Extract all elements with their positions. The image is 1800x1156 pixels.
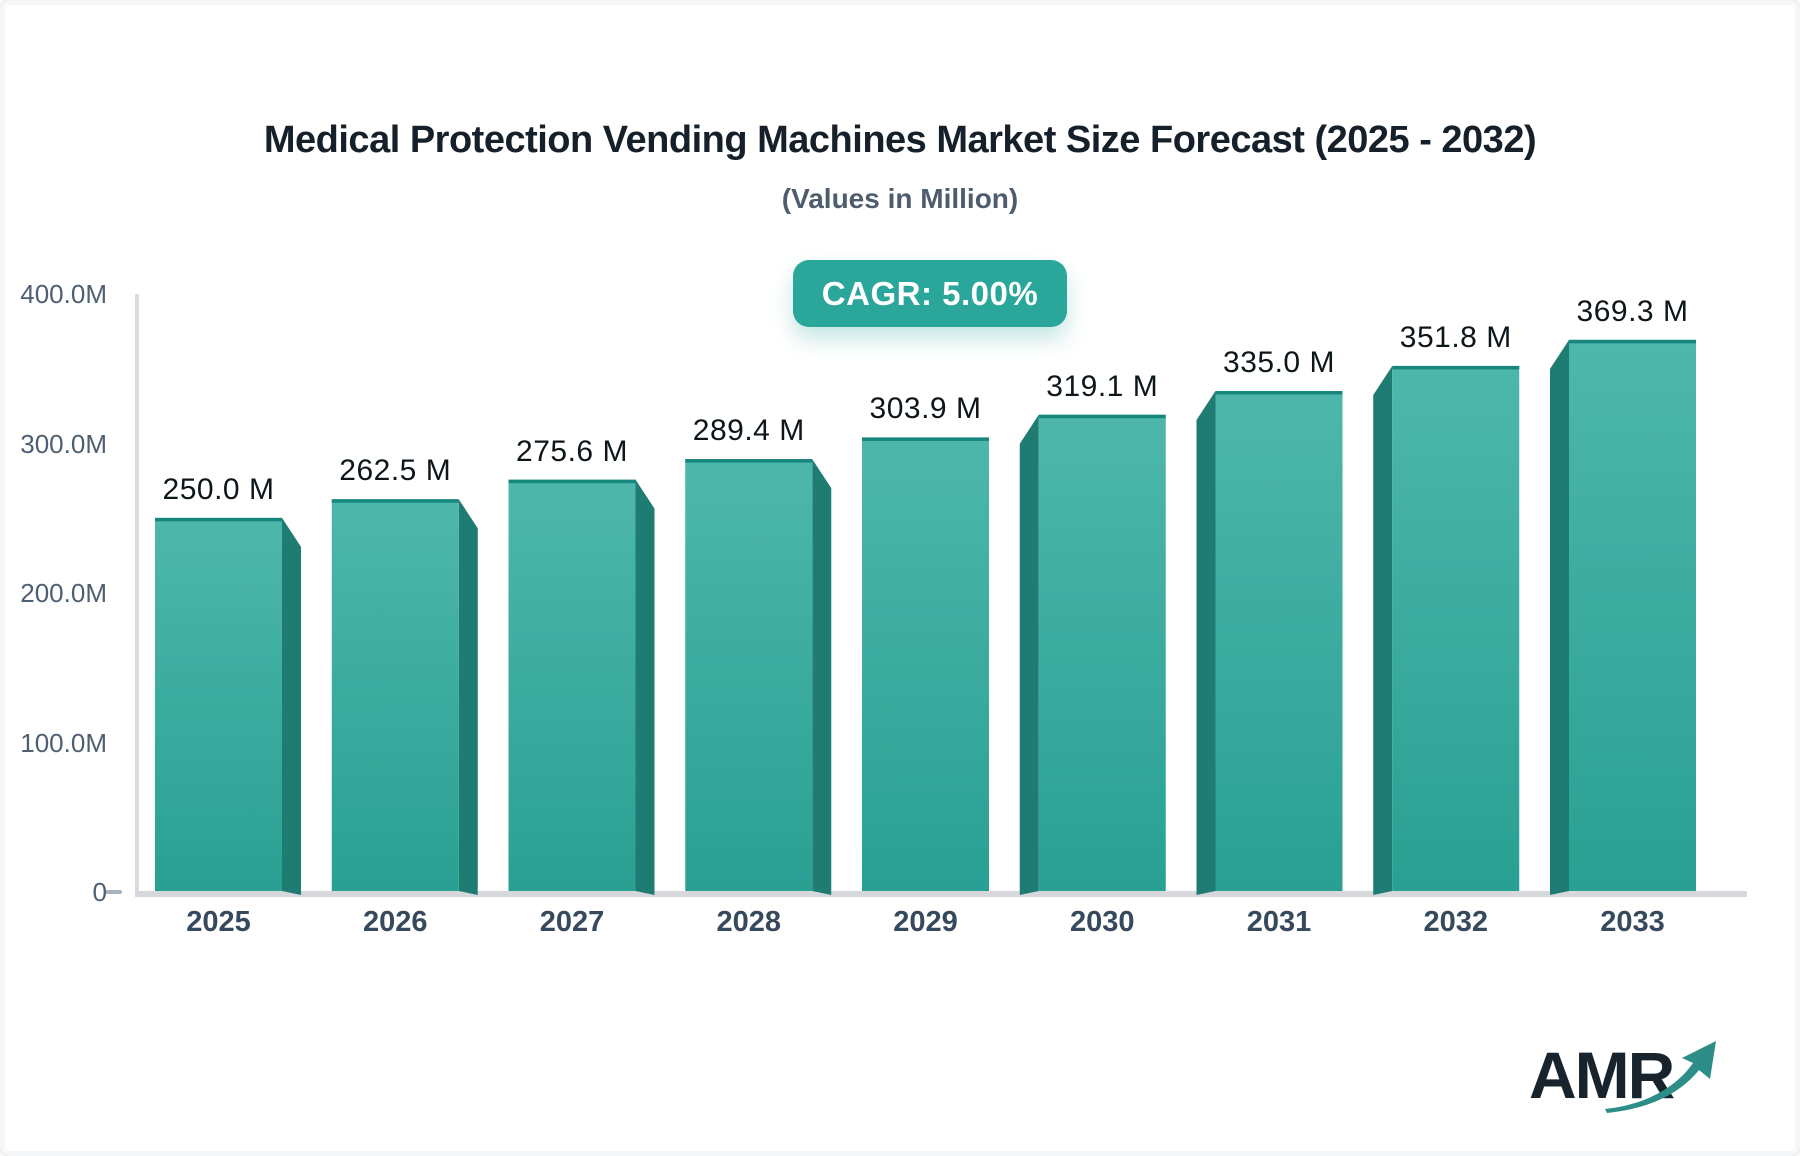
cagr-badge: CAGR: 5.00% xyxy=(793,260,1067,327)
bar-front-face xyxy=(1569,339,1696,891)
amr-logo: AMR xyxy=(1529,1031,1729,1141)
bar-front-face xyxy=(331,499,459,891)
bar-top-edge xyxy=(155,517,282,522)
y-tick-label: 400.0M xyxy=(20,279,107,309)
bar-side-face xyxy=(1550,339,1569,895)
bar-front-face xyxy=(862,437,989,891)
bar-side-face xyxy=(635,479,655,895)
bar-top-edge xyxy=(685,459,813,463)
bar-value-label: 351.8 M xyxy=(1399,320,1512,354)
bar-2031 xyxy=(1196,391,1343,895)
x-tick-label: 2029 xyxy=(893,906,958,938)
bar-2025 xyxy=(155,517,301,895)
bar-value-label: 275.6 M xyxy=(516,434,628,468)
bar-front-face xyxy=(685,459,813,891)
bar-2033 xyxy=(1550,339,1696,895)
amr-logo-arrow-icon xyxy=(1605,1041,1716,1113)
x-tick-label: 2032 xyxy=(1423,906,1488,938)
x-tick-label: 2027 xyxy=(539,906,605,938)
bar-top-edge xyxy=(1569,339,1696,344)
bar-2027 xyxy=(508,479,655,895)
bar-value-label: 262.5 M xyxy=(339,454,452,488)
bar-2032 xyxy=(1373,365,1520,896)
bars xyxy=(155,339,1696,896)
bar-side-face xyxy=(1373,365,1393,896)
cagr-badge-label: CAGR: 5.00% xyxy=(821,274,1039,312)
bar-2029 xyxy=(862,437,989,891)
bar-front-face xyxy=(1215,391,1343,891)
zero-tick-mark xyxy=(105,890,122,894)
bar-side-face xyxy=(458,499,478,895)
bar-value-label: 335.0 M xyxy=(1223,346,1335,379)
bar-top-edge xyxy=(508,479,636,484)
bar-2030 xyxy=(1019,414,1166,895)
bar-top-edge xyxy=(1392,365,1520,370)
bar-value-label: 250.0 M xyxy=(162,472,275,506)
bar-2028 xyxy=(685,459,832,895)
bar-top-edge xyxy=(862,437,989,441)
y-tick-label: 0 xyxy=(92,877,107,907)
x-tick-label: 2028 xyxy=(716,906,781,938)
y-tick-label: 200.0M xyxy=(20,578,107,608)
chart-subtitle: (Values in Million) xyxy=(781,183,1019,214)
bars-canvas xyxy=(155,339,1696,896)
x-tick-label: 2031 xyxy=(1246,906,1312,938)
bar-top-edge xyxy=(1215,391,1343,395)
bar-value-label: 289.4 M xyxy=(692,414,805,448)
y-tick-label: 300.0M xyxy=(20,428,107,459)
bar-value-label: 303.9 M xyxy=(869,392,982,426)
y-tick-label: 100.0M xyxy=(20,727,107,758)
bar-top-edge xyxy=(1038,414,1166,419)
bar-side-face xyxy=(282,517,301,895)
bar-value-label: 319.1 M xyxy=(1046,369,1159,403)
bar-side-face xyxy=(812,459,832,895)
x-tick-label: 2033 xyxy=(1600,906,1665,938)
bar-side-face xyxy=(1019,414,1039,895)
x-tick-label: 2025 xyxy=(186,906,251,938)
bar-side-face xyxy=(1196,391,1216,895)
bar-front-face xyxy=(508,479,636,891)
x-tick-label: 2026 xyxy=(362,906,428,938)
x-axis-line xyxy=(135,891,1747,897)
x-tick-label: 2030 xyxy=(1069,906,1135,938)
bar-front-face xyxy=(1392,365,1520,892)
bar-front-face xyxy=(155,517,282,891)
bar-top-edge xyxy=(331,499,459,503)
bar-value-label: 369.3 M xyxy=(1576,294,1689,328)
page-title: Medical Protection Vending Machines Mark… xyxy=(263,119,1537,161)
bar-2026 xyxy=(331,499,478,895)
bar-front-face xyxy=(1038,414,1166,891)
y-axis-line xyxy=(135,294,139,892)
